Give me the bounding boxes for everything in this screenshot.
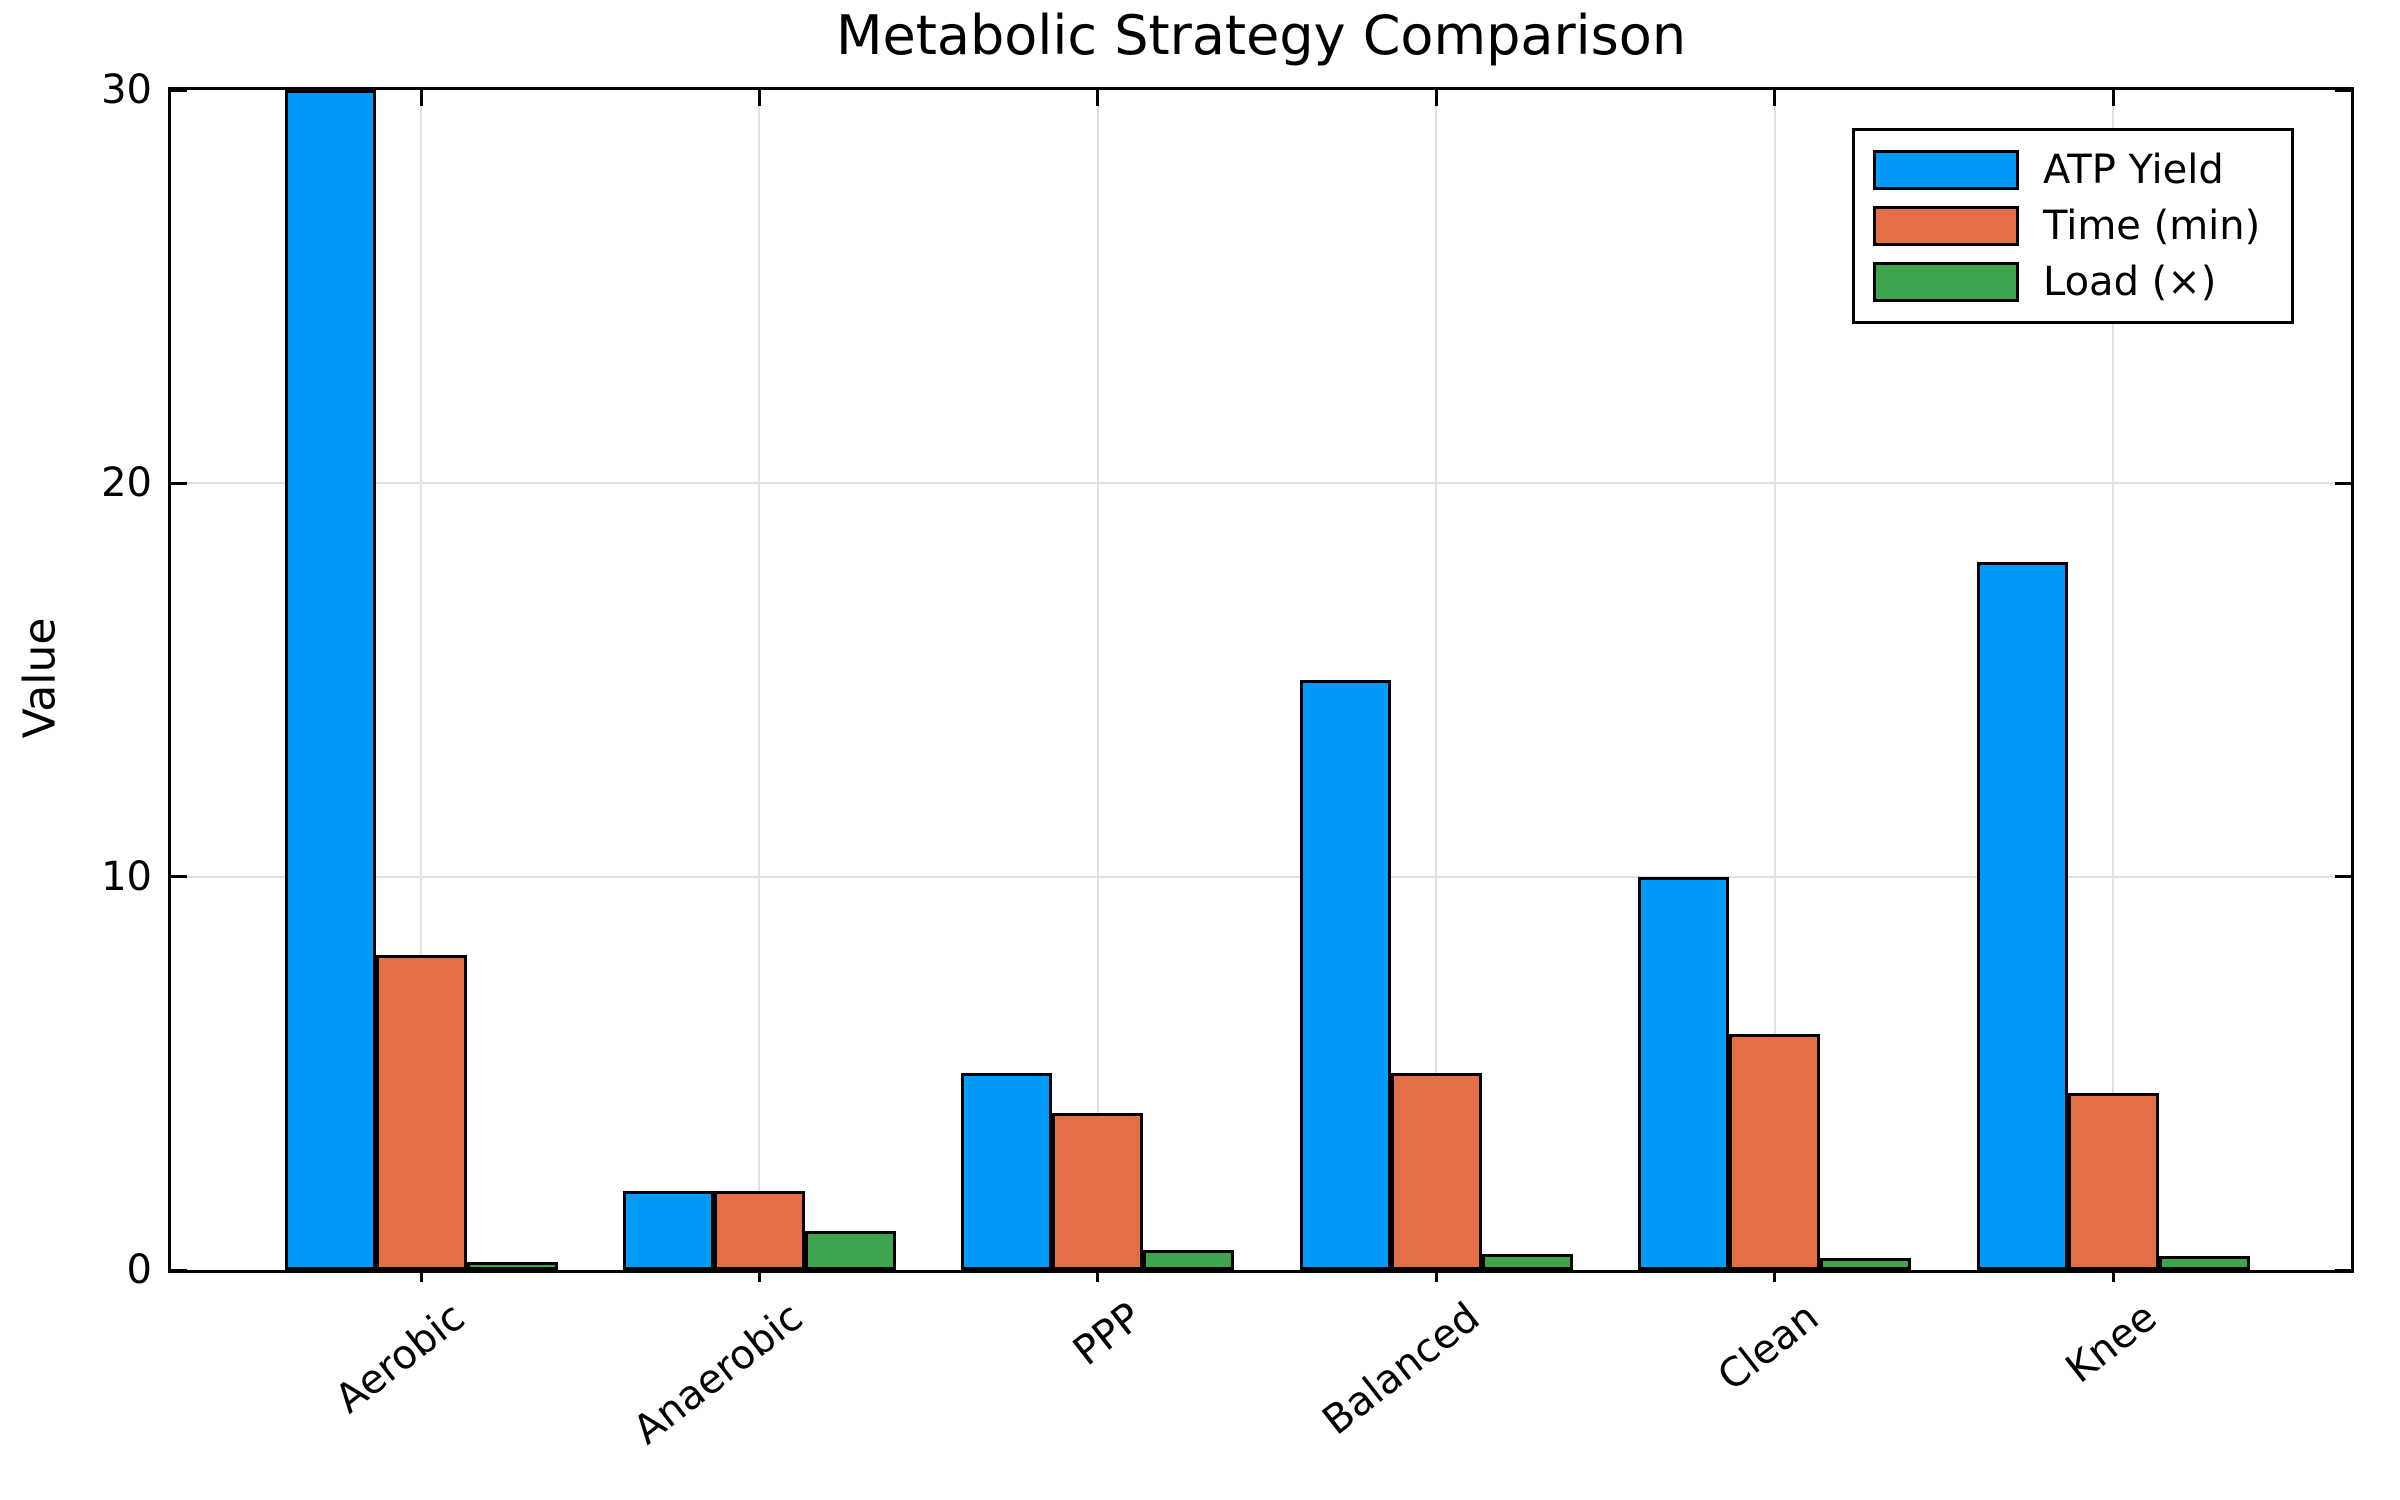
- bar-anaerobic-load: [804, 1230, 896, 1270]
- x-tick-mark-top: [2111, 90, 2115, 106]
- x-tick-label-anaerobic: Anaerobic: [625, 1294, 812, 1454]
- v-gridline: [1096, 90, 1099, 1270]
- bar-knee-atp-yield: [1976, 562, 2068, 1270]
- x-tick-mark-bottom: [419, 1273, 423, 1282]
- v-gridline: [1435, 90, 1438, 1270]
- x-tick-label-balanced: Balanced: [1314, 1294, 1489, 1445]
- bar-knee-load: [2158, 1256, 2250, 1270]
- legend-swatch: [1873, 262, 2019, 302]
- y-axis-label: Value: [14, 617, 66, 739]
- y-tick-mark: [171, 1268, 187, 1272]
- x-tick-mark-top: [1434, 90, 1438, 106]
- x-tick-mark-top: [1773, 90, 1777, 106]
- bar-balanced-time-min: [1390, 1073, 1482, 1270]
- bar-ppp-atp-yield: [961, 1073, 1053, 1270]
- legend-swatch: [1873, 150, 2019, 190]
- x-tick-mark-bottom: [1773, 1273, 1777, 1282]
- v-gridline: [1773, 90, 1776, 1270]
- bar-aerobic-atp-yield: [284, 90, 376, 1270]
- y-tick-mark: [2335, 88, 2351, 92]
- bar-knee-time-min: [2067, 1093, 2159, 1270]
- x-tick-mark-bottom: [1434, 1273, 1438, 1282]
- y-tick-label: 30: [101, 67, 152, 113]
- legend-label: Time (min): [2043, 203, 2261, 249]
- x-tick-label-knee: Knee: [2057, 1294, 2166, 1393]
- legend-row: Time (min): [1873, 203, 2273, 249]
- legend-row: Load (×): [1873, 259, 2273, 305]
- y-tick-label: 0: [126, 1247, 152, 1293]
- bar-ppp-load: [1143, 1250, 1235, 1270]
- y-tick-mark: [2335, 875, 2351, 879]
- bar-balanced-atp-yield: [1299, 680, 1391, 1270]
- x-tick-mark-top: [1096, 90, 1100, 106]
- x-tick-mark-bottom: [2111, 1273, 2115, 1282]
- chart-title: Metabolic Strategy Comparison: [835, 4, 1687, 67]
- y-tick-mark: [171, 88, 187, 92]
- v-gridline: [2112, 90, 2114, 1270]
- legend-label: Load (×): [2043, 259, 2217, 305]
- x-tick-mark-top: [419, 90, 423, 106]
- bar-ppp-time-min: [1052, 1112, 1144, 1270]
- x-tick-mark-bottom: [757, 1273, 761, 1282]
- h-gridline: [171, 482, 2351, 485]
- legend: ATP Yield Time (min) Load (×): [1852, 128, 2294, 324]
- bar-aerobic-time-min: [375, 955, 467, 1270]
- x-tick-label-aerobic: Aerobic: [326, 1294, 474, 1423]
- y-tick-mark: [2335, 1268, 2351, 1272]
- x-tick-mark-top: [757, 90, 761, 106]
- bar-clean-atp-yield: [1638, 876, 1730, 1270]
- y-tick-mark: [171, 875, 187, 879]
- v-gridline: [758, 90, 761, 1270]
- v-gridline: [420, 90, 422, 1270]
- x-tick-label-ppp: PPP: [1064, 1294, 1151, 1375]
- bar-anaerobic-atp-yield: [622, 1191, 714, 1270]
- x-tick-mark-bottom: [1096, 1273, 1100, 1282]
- legend-row: ATP Yield: [1873, 147, 2273, 193]
- bar-clean-time-min: [1729, 1034, 1821, 1270]
- bar-clean-load: [1820, 1258, 1912, 1270]
- bar-balanced-load: [1481, 1254, 1573, 1270]
- bar-aerobic-load: [466, 1262, 558, 1270]
- y-tick-mark: [171, 481, 187, 485]
- legend-label: ATP Yield: [2043, 147, 2224, 193]
- y-tick-label: 20: [101, 460, 152, 507]
- y-tick-label: 10: [101, 853, 152, 900]
- h-gridline: [171, 875, 2351, 878]
- legend-swatch: [1873, 206, 2019, 246]
- bar-anaerobic-time-min: [713, 1191, 805, 1270]
- y-tick-mark: [2335, 481, 2351, 485]
- x-tick-label-clean: Clean: [1709, 1294, 1827, 1401]
